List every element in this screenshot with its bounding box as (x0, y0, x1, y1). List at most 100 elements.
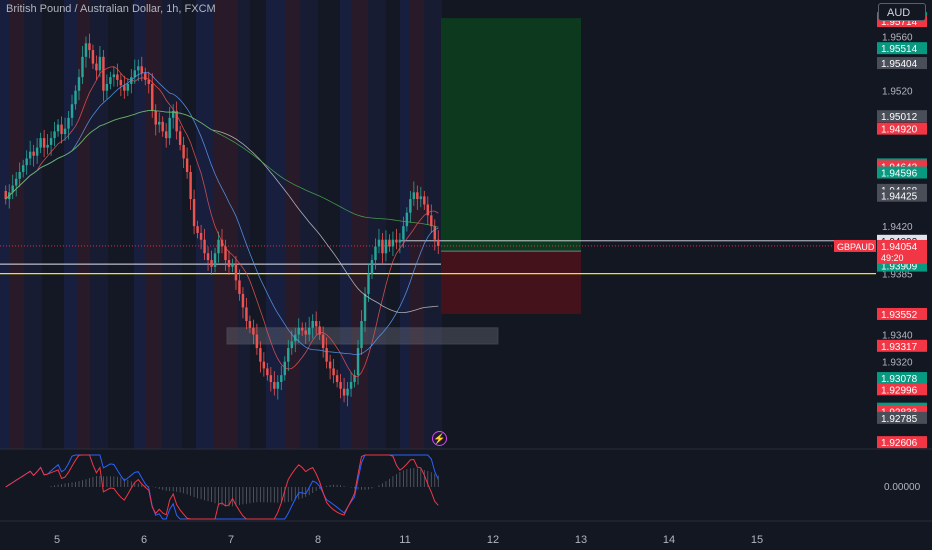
session-band (424, 0, 442, 449)
x-tick-label: 6 (141, 534, 147, 546)
candle-body (307, 327, 311, 335)
price-label-bg (877, 189, 927, 202)
candle-body (161, 121, 164, 132)
candle-body (21, 165, 25, 172)
candle-body (356, 348, 360, 376)
candle-body (74, 90, 77, 105)
session-band (368, 0, 386, 449)
candle-body (231, 264, 234, 267)
candle-body (133, 70, 137, 78)
candle-body (77, 77, 81, 91)
candle-body (42, 138, 46, 148)
candle-body (314, 321, 318, 327)
session-band (90, 0, 108, 449)
price-label-red: 1.94920 (877, 122, 927, 136)
candle-body (102, 56, 105, 91)
candle-body (137, 66, 140, 71)
candle-body (283, 361, 287, 376)
candle-body (112, 74, 116, 78)
loss-zone (441, 251, 581, 314)
session-band (182, 0, 196, 449)
y-tick-label: 1.9420 (882, 222, 913, 233)
price-label-text: 1.93909 (881, 262, 918, 273)
session-band (352, 0, 368, 449)
session-band (300, 0, 318, 449)
session-band (78, 0, 90, 449)
price-label-red: 1.93552 (877, 307, 927, 321)
lightning-event-icon[interactable]: ⚡ (432, 431, 447, 446)
price-label-text: 1.92606 (881, 438, 918, 449)
candle-body (238, 280, 241, 294)
chart-title: British Pound / Australian Dollar, 1h, F… (6, 3, 216, 15)
candle-body (255, 334, 259, 349)
candle-body (433, 226, 436, 240)
candle-body (35, 147, 39, 156)
price-label-text: 1.93317 (881, 342, 918, 353)
profit-zone (441, 18, 581, 252)
candle-body (224, 246, 227, 261)
candle-body (391, 239, 395, 247)
session-band (64, 0, 78, 449)
candle-body (269, 375, 273, 382)
session-band (134, 0, 146, 449)
candle-body (88, 43, 91, 51)
session-band (42, 0, 64, 449)
candle-body (227, 260, 231, 267)
candle-body (28, 151, 32, 159)
candle-body (412, 192, 416, 200)
candle-body (49, 138, 53, 145)
price-label-red: 1.92606 (877, 436, 927, 449)
candle-body (151, 83, 154, 112)
candle-body (157, 121, 161, 125)
candle-body (25, 158, 28, 166)
candle-body (81, 56, 84, 78)
price-label-bg (877, 166, 927, 179)
price-label-green: 1.93078 (877, 372, 927, 385)
candle-body (56, 124, 60, 132)
candle-body (123, 85, 126, 91)
candle-body (430, 215, 433, 227)
candle-body (18, 171, 21, 179)
candle-body (248, 321, 252, 328)
candle-body (402, 226, 405, 240)
candle-body (67, 117, 70, 129)
price-label-bg (877, 339, 927, 352)
candle-body (252, 327, 255, 335)
candle-body (234, 264, 238, 281)
x-tick-label: 14 (663, 534, 675, 546)
candle-body (213, 253, 217, 267)
currency-selector-button[interactable]: AUD (878, 3, 926, 21)
session-band (24, 0, 42, 449)
candle-body (318, 326, 321, 335)
price-label-bg (877, 42, 927, 55)
candle-body (144, 73, 147, 80)
candle-body (119, 79, 123, 86)
x-tick-label: 15 (751, 534, 763, 546)
candle-body (374, 246, 377, 261)
candle-body (46, 144, 49, 148)
candle-body (311, 321, 314, 328)
candle-body (304, 330, 307, 335)
candle-body (245, 307, 248, 322)
candle-body (182, 144, 185, 159)
candle-body (4, 190, 7, 200)
candle-body (126, 83, 130, 91)
candle-body (342, 388, 346, 396)
candle-body (154, 111, 157, 125)
price-label-gray: 1.95012 (877, 110, 927, 123)
candle-body (217, 239, 220, 254)
candle-body (384, 239, 388, 254)
candle-body (328, 361, 332, 369)
candle-body (210, 260, 213, 267)
price-label-text: 1.92785 (881, 414, 918, 425)
candle-body (426, 204, 430, 216)
session-band (286, 0, 300, 449)
y-tick-label: 1.9385 (882, 270, 913, 281)
candle-body (388, 239, 391, 247)
ma-mid-line (5, 72, 439, 355)
price-label-gray: 1.92785 (877, 411, 927, 425)
price-label-green: 1.95514 (877, 42, 927, 55)
x-tick-label: 5 (54, 534, 60, 546)
candle-body (335, 375, 339, 382)
